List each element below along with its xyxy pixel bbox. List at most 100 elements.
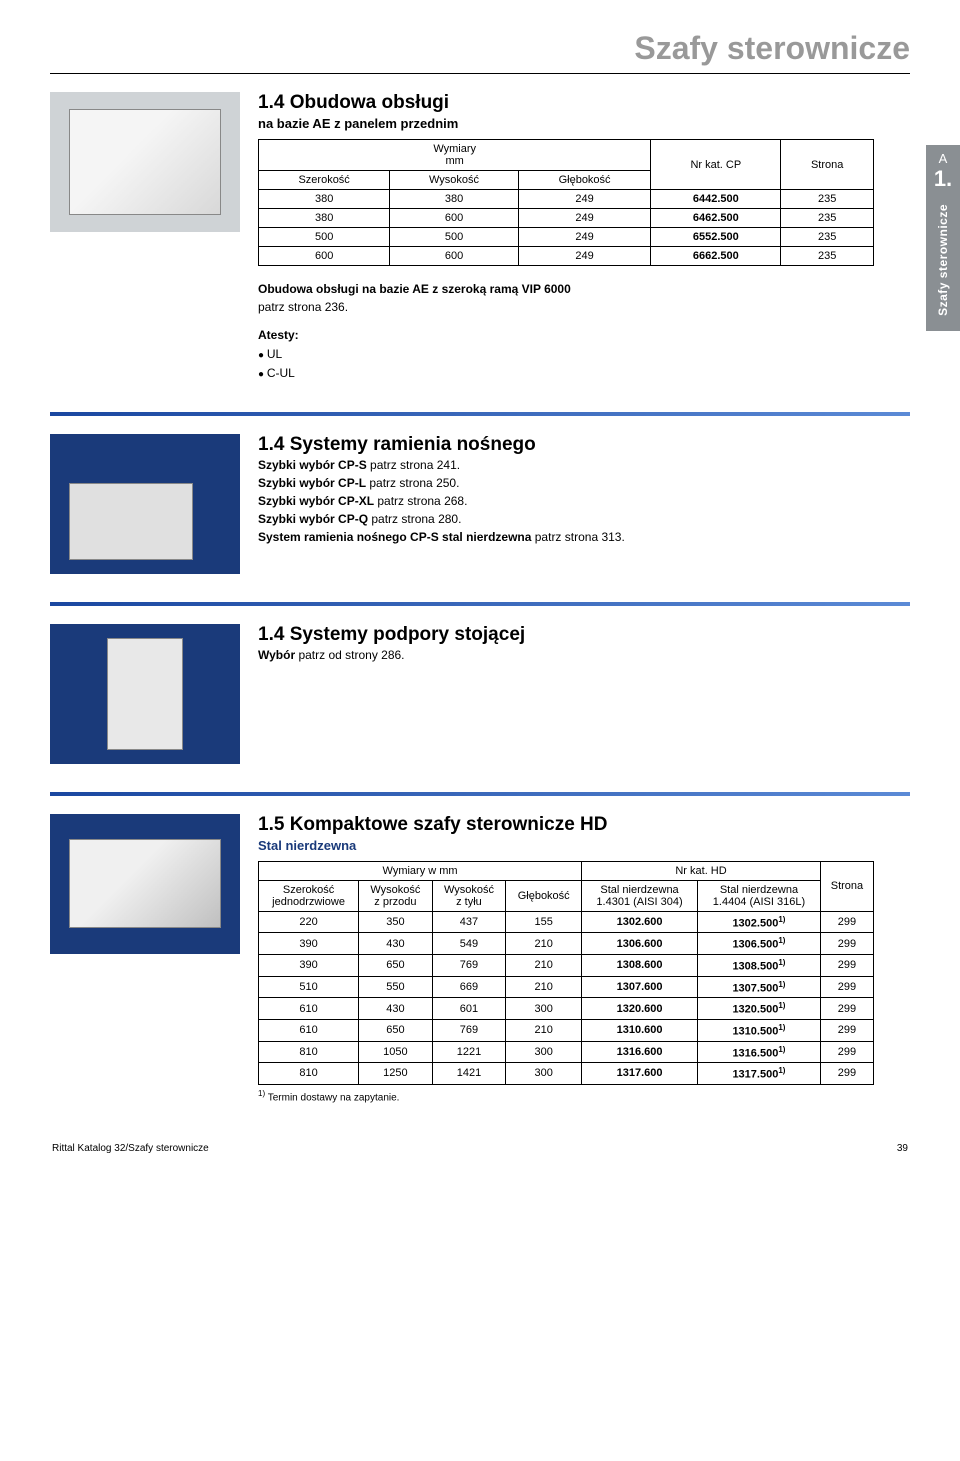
table-cell: 299 [820,1063,873,1085]
table-cell: 220 [259,911,359,933]
table-cell: 550 [359,976,433,998]
product-image-hd [50,814,240,954]
table-cell: 601 [432,998,506,1020]
table-cell: 299 [820,976,873,998]
table-cell: 1316.5001) [697,1041,820,1063]
atesty-block: Atesty: ULC-UL [258,326,874,384]
reference-line: Szybki wybór CP-S patrz strona 241. [258,458,874,472]
table-cell: 437 [432,911,506,933]
table-cell: 350 [359,911,433,933]
table-cell: 1302.5001) [697,911,820,933]
table-cell: 249 [518,228,651,247]
table-cell: 299 [820,1019,873,1041]
reference-line: System ramienia nośnego CP-S stal nierdz… [258,530,874,544]
table-cell: 549 [432,933,506,955]
table-cell: 810 [259,1041,359,1063]
table-cell: 380 [259,209,390,228]
table-header-group: Wymiary w mm [259,861,582,880]
page-footer: Rittal Katalog 32/Szafy sterownicze 39 [50,1143,910,1154]
atest-item: C-UL [258,364,874,383]
table-cell: 510 [259,976,359,998]
table-cell: 810 [259,1063,359,1085]
table-cell: 249 [518,190,651,209]
table-cell: 300 [506,1063,582,1085]
table-cell: 6552.500 [651,228,781,247]
reference-line: Szybki wybór CP-Q patrz strona 280. [258,512,874,526]
section-title: 1.4 Systemy ramienia nośnego [258,434,874,456]
table-cell: 299 [820,954,873,976]
reference-lines: Szybki wybór CP-S patrz strona 241. Szybk… [258,458,874,544]
table-cell: 380 [390,190,519,209]
table-cell: 669 [432,976,506,998]
table-header: Strona [781,140,874,190]
side-tab: A 1. Szafy sterownicze [926,145,960,331]
table-cell: 650 [359,954,433,976]
table-header: Strona [820,861,873,911]
table-cell: 235 [781,247,874,266]
table-cell: 1316.600 [582,1041,698,1063]
table-cell: 430 [359,933,433,955]
table-hd: Wymiary w mm Nr kat. HD Strona Szerokość… [258,861,874,1085]
table-cell: 380 [259,190,390,209]
table-cell: 1421 [432,1063,506,1085]
table-cell: 1310.5001) [697,1019,820,1041]
side-tab-text: Szafy sterownicze [936,204,950,316]
atest-item: UL [258,345,874,364]
table-cell: 235 [781,228,874,247]
page-title: Szafy sterownicze [50,30,910,74]
table-obudowa: Wymiarymm Nr kat. CP Strona Szerokość Wy… [258,139,874,266]
table-cell: 155 [506,911,582,933]
table-cell: 300 [506,998,582,1020]
table-cell: 1306.5001) [697,933,820,955]
table-cell: 299 [820,1041,873,1063]
section-divider [50,792,910,796]
table-header: Wysokość [390,171,519,190]
table-cell: 1250 [359,1063,433,1085]
section-title: 1.5 Kompaktowe szafy sterownicze HD [258,814,874,836]
section-subtitle: Stal nierdzewna [258,838,874,853]
table-cell: 1050 [359,1041,433,1063]
table-cell: 210 [506,954,582,976]
table-header-group: Wymiarymm [259,140,651,171]
table-cell: 610 [259,998,359,1020]
table-cell: 249 [518,209,651,228]
section-ramienia: 1.4 Systemy ramienia nośnego Szybki wybó… [50,434,910,574]
table-cell: 6462.500 [651,209,781,228]
section-subtitle: na bazie AE z panelem przednim [258,116,874,131]
table-cell: 600 [390,209,519,228]
section-obudowa: 1.4 Obudowa obsługi na bazie AE z panele… [50,92,910,384]
section-title: 1.4 Systemy podpory stojącej [258,624,874,646]
section-title: 1.4 Obudowa obsługi [258,92,874,114]
table-header: Wysokośćz tyłu [432,880,506,911]
table-cell: 299 [820,911,873,933]
table-cell: 1317.600 [582,1063,698,1085]
table-header: Wysokośćz przodu [359,880,433,911]
note-text: Obudowa obsługi na bazie AE z szeroką ra… [258,280,874,316]
table-cell: 1320.600 [582,998,698,1020]
section-divider [50,602,910,606]
table-cell: 500 [259,228,390,247]
table-header: Nr kat. CP [651,140,781,190]
table-cell: 249 [518,247,651,266]
footnote: 1) Termin dostawy na zapytanie. [258,1089,874,1103]
table-cell: 210 [506,1019,582,1041]
reference-line: Szybki wybór CP-XL patrz strona 268. [258,494,874,508]
section-hd: 1.5 Kompaktowe szafy sterownicze HD Stal… [50,814,910,1104]
table-cell: 430 [359,998,433,1020]
table-cell: 1307.600 [582,976,698,998]
product-image-obudowa [50,92,240,232]
table-cell: 210 [506,976,582,998]
table-cell: 650 [359,1019,433,1041]
table-cell: 1221 [432,1041,506,1063]
table-header: Głębokość [506,880,582,911]
table-cell: 6662.500 [651,247,781,266]
table-cell: 300 [506,1041,582,1063]
table-cell: 390 [259,933,359,955]
product-image-ramienia [50,434,240,574]
table-cell: 600 [259,247,390,266]
table-cell: 1306.600 [582,933,698,955]
table-header: Szerokośćjednodrzwiowe [259,880,359,911]
table-cell: 610 [259,1019,359,1041]
footer-left: Rittal Katalog 32/Szafy sterownicze [52,1143,209,1154]
table-cell: 1302.600 [582,911,698,933]
